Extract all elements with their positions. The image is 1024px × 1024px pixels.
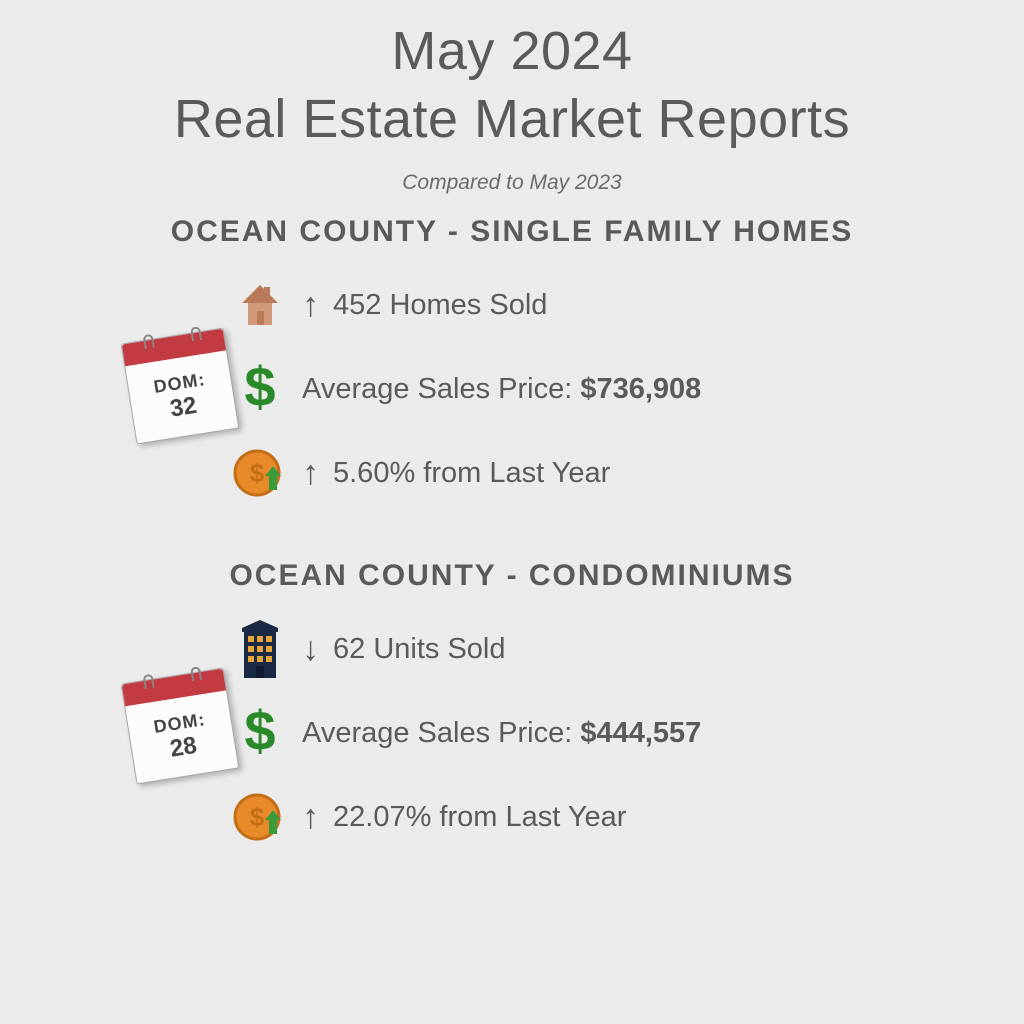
section-single-family: OCEAN COUNTY - SINGLE FAMILY HOMES DOM: … (0, 203, 1024, 529)
arrow-down-icon: ↓ (302, 630, 319, 669)
stat-text: Average Sales Price: $444,557 (302, 717, 701, 750)
stat-text: 22.07% from Last Year (333, 801, 626, 834)
calendar-value: 32 (168, 391, 199, 423)
calendar-top-bar (122, 669, 226, 707)
dollar-icon: $ (232, 705, 288, 761)
svg-text:$: $ (250, 802, 265, 832)
calendar-ring-icon (143, 674, 155, 689)
stat-bold: $444,557 (580, 717, 701, 749)
section-condominiums: OCEAN COUNTY - CONDOMINIUMS DOM: 28 (0, 547, 1024, 873)
stat-avg-price: $ Average Sales Price: $736,908 (192, 361, 832, 417)
calendar-dom-badge: DOM: 28 (121, 667, 240, 784)
stat-avg-price: $ Average Sales Price: $444,557 (192, 705, 832, 761)
stat-homes-sold: ↑ 452 Homes Sold (192, 277, 832, 333)
stat-change: $ ↑ 5.60% from Last Year (192, 445, 832, 501)
stat-bold: $736,908 (580, 373, 701, 405)
arrow-up-icon: ↑ (302, 454, 319, 493)
arrow-up-icon: ↑ (302, 798, 319, 837)
building-icon (232, 621, 288, 677)
house-icon (232, 277, 288, 333)
arrow-up-icon: ↑ (302, 286, 319, 325)
svg-text:$: $ (250, 458, 265, 488)
svg-text:$: $ (244, 360, 275, 418)
report-container: May 2024 Real Estate Market Reports Comp… (0, 0, 1024, 1024)
calendar-ring-icon (143, 334, 155, 349)
calendar-dom-badge: DOM: 32 (121, 327, 240, 444)
svg-text:$: $ (244, 704, 275, 762)
page-title: May 2024 Real Estate Market Reports (174, 18, 850, 153)
subtitle: Compared to May 2023 (402, 171, 621, 195)
stat-prefix: Average Sales Price: (302, 717, 580, 749)
stat-text: 5.60% from Last Year (333, 457, 610, 490)
calendar-value: 28 (168, 731, 199, 763)
dollar-icon: $ (232, 361, 288, 417)
stat-prefix: Average Sales Price: (302, 373, 580, 405)
section-header: OCEAN COUNTY - SINGLE FAMILY HOMES (171, 215, 854, 249)
stat-text: Average Sales Price: $736,908 (302, 373, 701, 406)
stat-change: $ ↑ 22.07% from Last Year (192, 789, 832, 845)
coin-up-icon: $ (232, 445, 288, 501)
title-line-1: May 2024 (391, 21, 632, 81)
coin-up-icon: $ (232, 789, 288, 845)
stat-text: 62 Units Sold (333, 633, 506, 666)
stat-text: 452 Homes Sold (333, 289, 547, 322)
stat-units-sold: ↓ 62 Units Sold (192, 621, 832, 677)
section-header: OCEAN COUNTY - CONDOMINIUMS (229, 559, 794, 593)
calendar-top-bar (122, 329, 226, 367)
title-line-2: Real Estate Market Reports (174, 89, 850, 149)
